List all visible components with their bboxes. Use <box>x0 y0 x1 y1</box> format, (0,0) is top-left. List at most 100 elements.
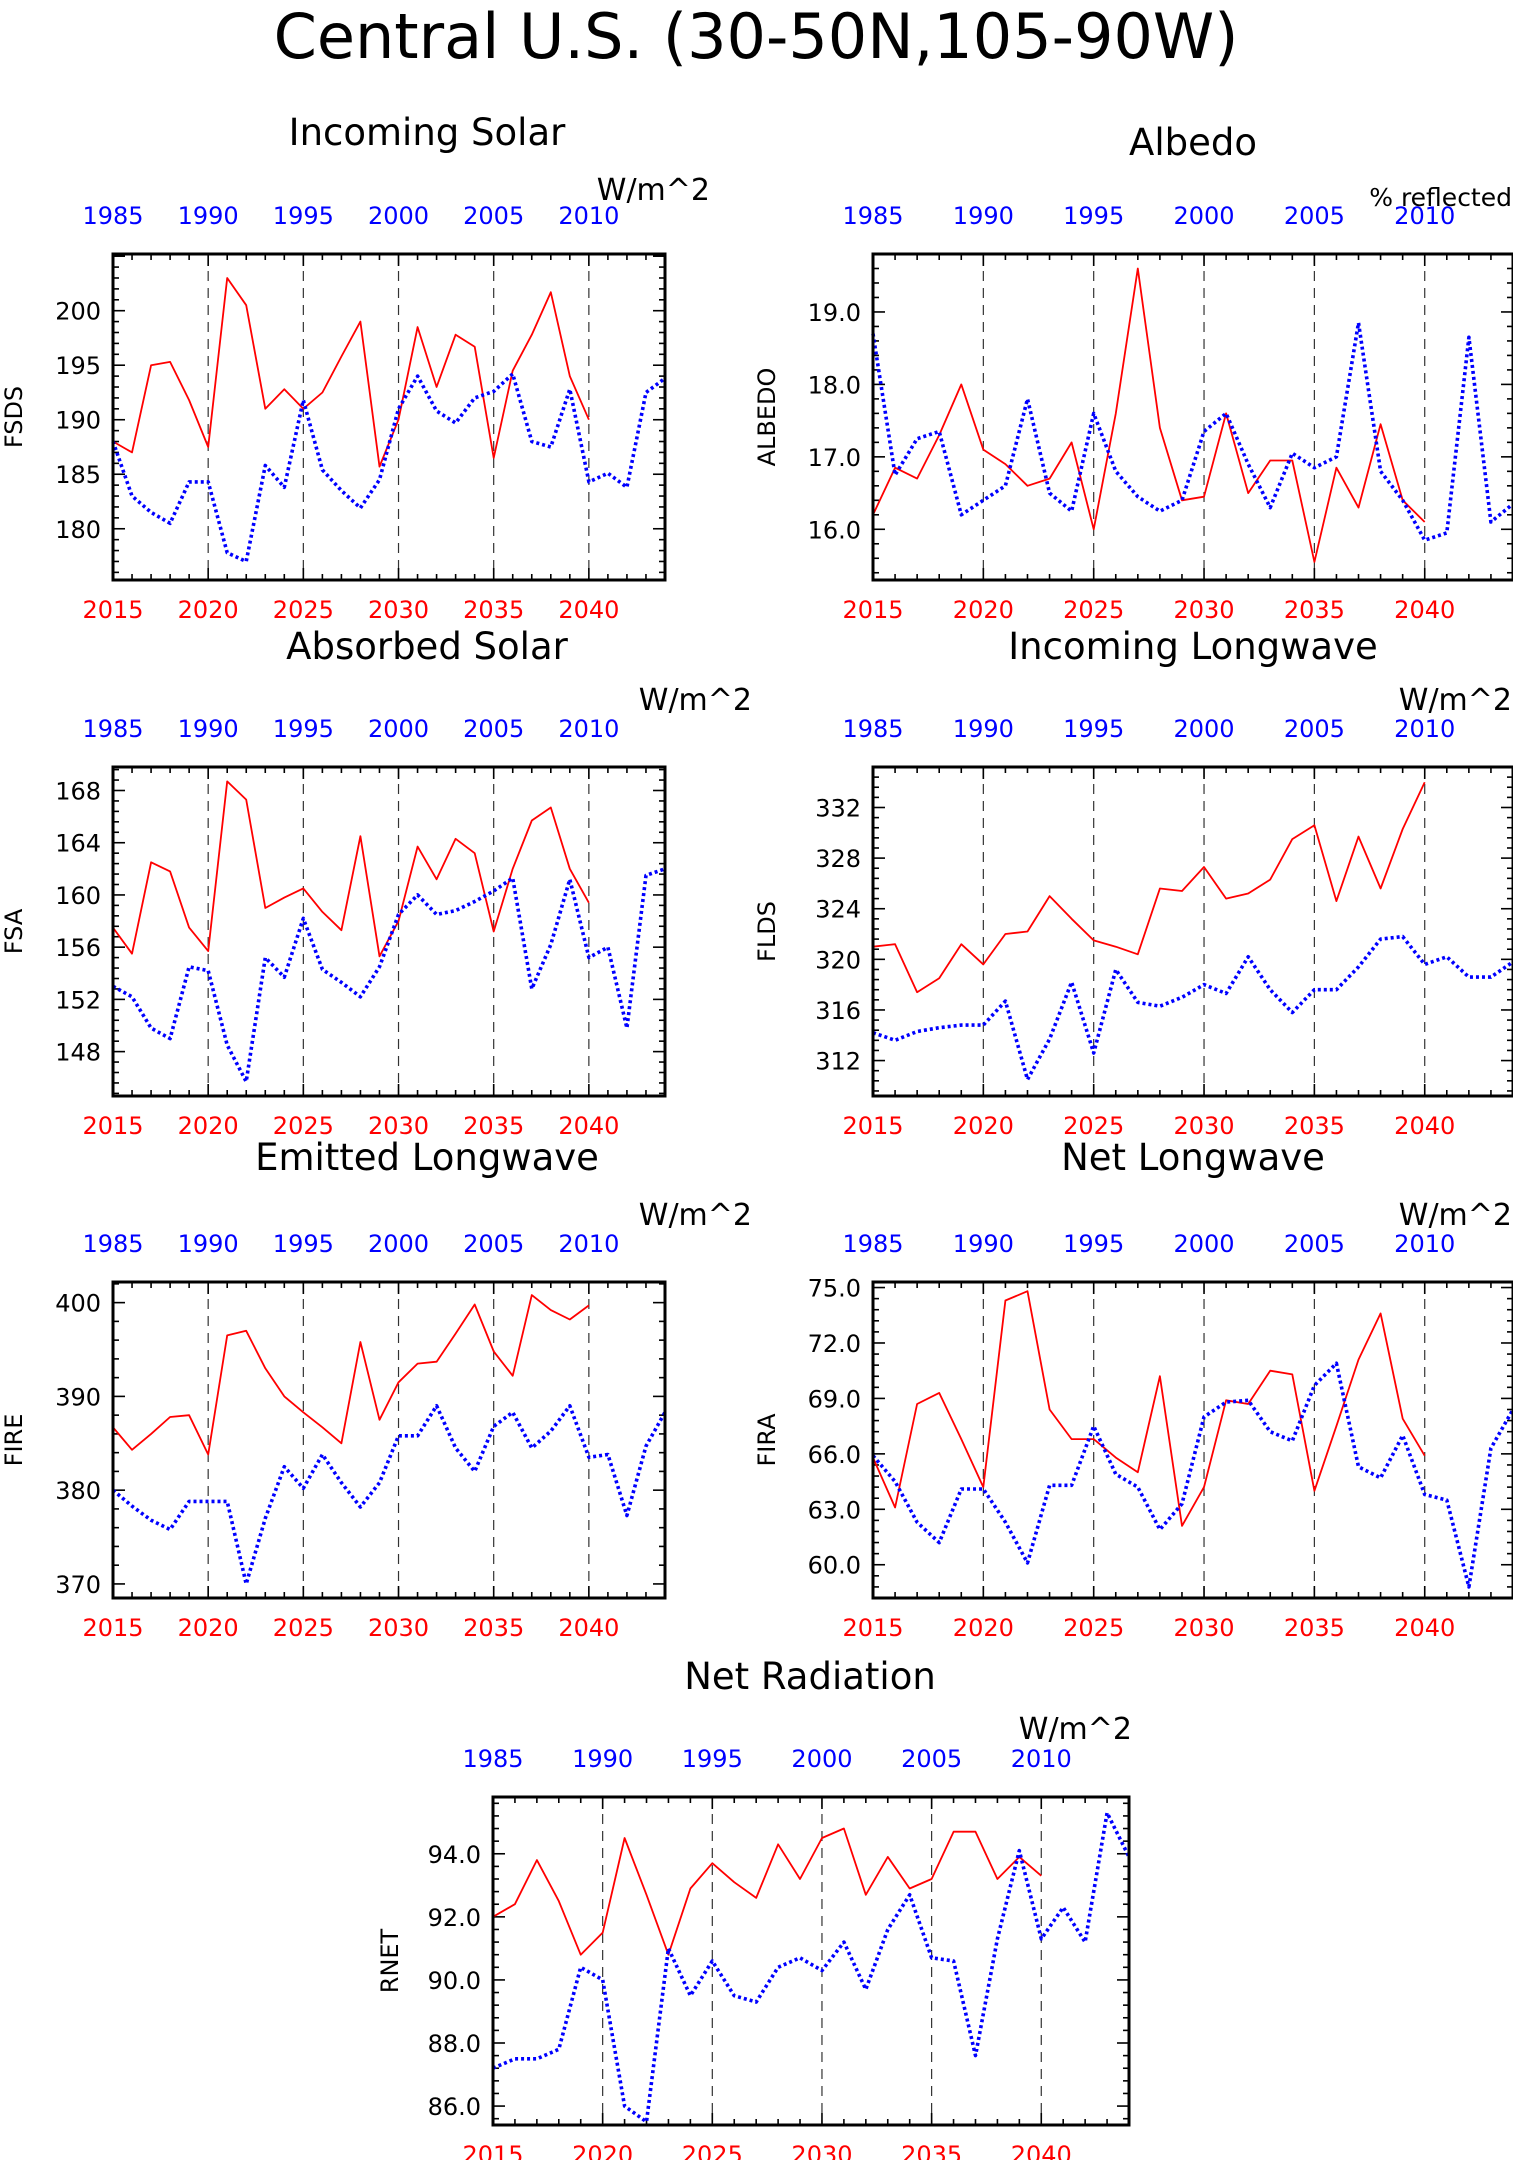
x-tick-label-top: 1995 <box>273 715 334 743</box>
x-tick-label-top: 2005 <box>1284 1230 1345 1258</box>
x-tick-label-bottom: 2030 <box>1173 1112 1234 1140</box>
x-tick-label-bottom: 2025 <box>682 2141 743 2160</box>
series-historical-line <box>871 320 1513 543</box>
x-tick-label-bottom: 2035 <box>1284 596 1345 624</box>
y-tick-label: 88.0 <box>428 2030 481 2058</box>
y-tick-label: 72.0 <box>808 1330 861 1358</box>
y-tick-label: 195 <box>55 352 101 380</box>
x-tick-label-bottom: 2020 <box>178 1112 239 1140</box>
y-tick-label: 390 <box>55 1383 101 1411</box>
units-label: W/m^2 <box>1399 1198 1512 1233</box>
x-tick-label-top: 1995 <box>273 1230 334 1258</box>
x-tick-label-bottom: 2025 <box>273 1112 334 1140</box>
series-future-line <box>872 1290 1426 1527</box>
x-tick-label-top: 1990 <box>953 715 1014 743</box>
y-tick-label: 63.0 <box>808 1496 861 1524</box>
y-axis-label: FSDS <box>0 386 28 448</box>
y-axis-label: FIRE <box>0 1414 28 1467</box>
y-tick-label: 18.0 <box>808 371 861 399</box>
x-tick-label-top: 1985 <box>462 1745 523 1773</box>
x-tick-label-top: 2000 <box>368 715 429 743</box>
y-tick-label: 400 <box>55 1290 101 1318</box>
series-historical-line <box>112 867 666 1084</box>
x-tick-label-bottom: 2015 <box>82 596 143 624</box>
x-tick-label-bottom: 2030 <box>368 1614 429 1642</box>
x-tick-label-top: 2000 <box>1173 1230 1234 1258</box>
x-tick-label-top: 2010 <box>558 715 619 743</box>
panel-title: Absorbed Solar <box>286 625 568 668</box>
y-tick-label: 164 <box>55 830 101 858</box>
panel-3: Absorbed Solar W/m^2 FSA 148 152 156 160 164 168… <box>0 625 752 1140</box>
y-tick-label: 320 <box>815 946 861 974</box>
panel-title: Albedo <box>1129 121 1257 164</box>
y-axis-label: FIRA <box>753 1413 781 1467</box>
x-tick-label-top: 1990 <box>178 202 239 230</box>
series-future-line <box>112 780 590 958</box>
x-tick-label-bottom: 2015 <box>842 1614 903 1642</box>
y-tick-label: 332 <box>815 794 861 822</box>
plot-frame <box>111 1280 667 1600</box>
y-axis-label: RNET <box>376 1928 404 1993</box>
series-historical-line <box>871 1361 1513 1589</box>
x-tick-label-top: 2005 <box>463 1230 524 1258</box>
y-tick-label: 90.0 <box>428 1967 481 1995</box>
y-tick-label: 200 <box>55 298 101 326</box>
x-tick-label-bottom: 2040 <box>1011 2141 1072 2160</box>
x-tick-label-top: 1990 <box>178 715 239 743</box>
x-tick-label-bottom: 2040 <box>558 1614 619 1642</box>
x-tick-label-top: 2005 <box>901 1745 962 1773</box>
y-tick-label: 312 <box>815 1048 861 1076</box>
x-tick-label-bottom: 2030 <box>368 596 429 624</box>
x-tick-label-top: 2000 <box>791 1745 852 1773</box>
x-tick-label-top: 2000 <box>368 1230 429 1258</box>
units-label: W/m^2 <box>639 1198 752 1233</box>
series-future-line <box>112 1294 590 1456</box>
x-tick-label-top: 2005 <box>1284 202 1345 230</box>
x-tick-label-top: 2010 <box>1394 1230 1455 1258</box>
panel-5: Emitted Longwave W/m^2 FIRE 370 380 390 400 201… <box>0 1136 752 1642</box>
x-tick-label-bottom: 2030 <box>1173 1614 1234 1642</box>
x-tick-label-bottom: 2020 <box>953 1614 1014 1642</box>
x-tick-label-top: 1985 <box>82 715 143 743</box>
plot-frame <box>871 252 1513 582</box>
y-tick-label: 16.0 <box>808 516 861 544</box>
plot-frame <box>871 765 1513 1098</box>
series-historical-line <box>111 1404 667 1586</box>
x-tick-label-bottom: 2030 <box>791 2141 852 2160</box>
y-tick-label: 190 <box>55 407 101 435</box>
y-tick-label: 94.0 <box>428 1841 481 1869</box>
x-tick-label-bottom: 2040 <box>1394 1614 1455 1642</box>
plot-frame <box>871 1280 1513 1600</box>
panel-title: Incoming Longwave <box>1008 625 1378 668</box>
x-tick-label-bottom: 2040 <box>558 596 619 624</box>
x-tick-label-top: 2010 <box>1394 202 1455 230</box>
plot-frame <box>111 252 667 582</box>
series-future-line <box>112 277 590 468</box>
panel-title: Net Longwave <box>1061 1136 1325 1179</box>
x-tick-label-top: 1985 <box>842 1230 903 1258</box>
x-tick-label-bottom: 2025 <box>1063 596 1124 624</box>
series-future-line <box>872 781 1426 994</box>
x-tick-label-bottom: 2035 <box>1284 1112 1345 1140</box>
x-tick-label-top: 2000 <box>1173 715 1234 743</box>
series-future-line <box>492 1827 1042 1956</box>
y-axis-label: ALBEDO <box>753 368 781 467</box>
x-tick-label-bottom: 2015 <box>842 1112 903 1140</box>
panel-title: Net Radiation <box>684 1655 936 1698</box>
x-tick-label-top: 1990 <box>953 202 1014 230</box>
y-tick-label: 75.0 <box>808 1275 861 1303</box>
panel-6: Net Longwave W/m^2 FIRA 60.0 63.0 66.0 69.0 72.… <box>753 1136 1513 1642</box>
x-tick-label-top: 1985 <box>82 1230 143 1258</box>
x-tick-label-bottom: 2040 <box>558 1112 619 1140</box>
x-tick-label-top: 1990 <box>572 1745 633 1773</box>
x-tick-label-top: 2010 <box>558 1230 619 1258</box>
x-tick-label-bottom: 2020 <box>953 596 1014 624</box>
x-tick-label-bottom: 2025 <box>273 596 334 624</box>
x-tick-label-bottom: 2020 <box>178 1614 239 1642</box>
y-tick-label: 168 <box>55 778 101 806</box>
y-tick-label: 370 <box>55 1571 101 1599</box>
panel-title: Incoming Solar <box>289 111 566 154</box>
y-tick-label: 328 <box>815 845 861 873</box>
panel-2: Albedo % reflected ALBEDO 16.0 17.0 18.0 19.0 2… <box>753 121 1513 624</box>
x-tick-label-bottom: 2020 <box>572 2141 633 2160</box>
